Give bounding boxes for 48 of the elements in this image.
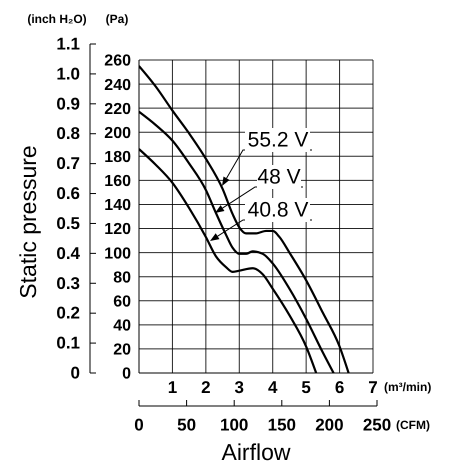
- y2-tick-label: 0.3: [56, 274, 80, 293]
- text: (Pa): [106, 12, 128, 26]
- y2-tick-label: 0: [70, 364, 80, 382]
- x2-tick-label: 0: [134, 416, 144, 434]
- y2-tick-label: 0.6: [56, 184, 80, 204]
- x-tick-label: 7: [368, 378, 378, 398]
- series-label: 55.2 V: [248, 128, 308, 152]
- y2-tick-label: 0.7: [56, 154, 80, 174]
- y2-tick-label: 1.0: [56, 64, 80, 84]
- y-tick-label: 180: [104, 148, 132, 166]
- legend-label: 40.8 V: [248, 198, 308, 222]
- x-tick-label: 4: [268, 378, 278, 398]
- y-tick-label: 140: [104, 197, 132, 214]
- text: (m³/min): [384, 380, 432, 394]
- y2-tick-label: 0.1: [56, 334, 80, 353]
- y2-tick-label: 0.9: [56, 94, 80, 114]
- y-tick-label: 200: [104, 124, 132, 142]
- y-tick-label: 60: [113, 293, 132, 310]
- y-tick-label: 160: [104, 173, 132, 190]
- x2-tick-label: 50: [177, 416, 196, 434]
- y-tick-label: 220: [104, 100, 132, 118]
- y2-tick-label: 0.2: [56, 304, 80, 323]
- x2-tick-label: 150: [268, 416, 296, 434]
- x2-tick-label: 250: [362, 416, 392, 434]
- y-tick-label: 20: [113, 342, 132, 359]
- text: (inch H₂O): [27, 12, 87, 26]
- y2-axis-title: Static pressure: [15, 145, 41, 299]
- y2-tick-label: 0.5: [56, 214, 80, 233]
- y-tick-label: 40: [113, 318, 132, 335]
- y-tick-label: 100: [104, 245, 132, 262]
- y-tick-label: 120: [104, 221, 132, 238]
- x-tick-label: 3: [234, 378, 244, 398]
- x-tick-label: 5: [301, 378, 311, 398]
- legend-label: 48 V: [257, 166, 301, 188]
- y-tick-label: 240: [104, 76, 132, 94]
- y-tick-label: 80: [113, 269, 132, 286]
- x-tick-label: 6: [334, 378, 344, 398]
- x2-tick-label: 200: [315, 416, 344, 434]
- text: (CFM): [396, 418, 430, 432]
- y2-tick-label: 0.4: [56, 244, 81, 263]
- x-tick-label: 2: [201, 378, 211, 398]
- x-axis-title: Airflow: [221, 439, 291, 465]
- y-tick-label: 260: [104, 52, 132, 70]
- x-tick-label: 1: [168, 378, 178, 398]
- y2-tick-label: 0.8: [56, 124, 80, 144]
- x2-tick-label: 100: [220, 416, 248, 434]
- y2-tick-label: 1.1: [56, 34, 80, 54]
- y-tick-label: 0: [122, 366, 132, 383]
